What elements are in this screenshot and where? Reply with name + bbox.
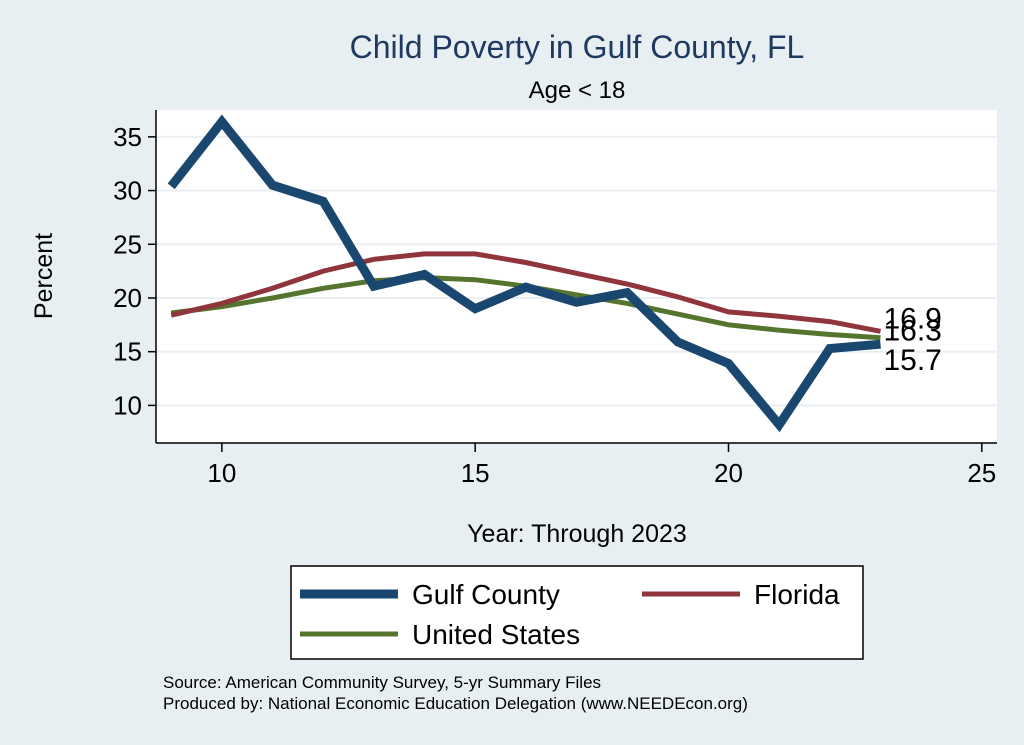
plot-area [156,110,997,443]
end-label-florida: 16.9 [883,302,941,335]
legend-box [290,565,864,660]
produced-note: Produced by: National Economic Education… [163,694,748,713]
legend-label-florida: Florida [754,579,840,610]
legend-label-gulf-county: Gulf County [412,579,560,610]
y-axis-title: Percent [30,233,58,319]
series-line-florida [170,251,881,334]
legend-label-united-states: United States [412,619,580,650]
y-tick-label: 15 [113,337,142,367]
x-axis-title: Year: Through 2023 [467,520,687,548]
end-label-gulf-county: 15.7 [883,344,941,377]
y-tick-label: 35 [113,122,142,152]
series-line-gulf-county [167,114,881,433]
end-label-united-states: 16.3 [883,315,941,348]
legend: Gulf County Florida United States [290,565,864,660]
y-tick-label: 10 [113,390,142,420]
chart-subtitle: Age < 18 [529,77,626,104]
y-tick-label: 20 [113,283,142,313]
y-tick-label: 30 [113,176,142,206]
source-note: Source: American Community Survey, 5-yr … [163,673,601,692]
x-tick-label: 15 [461,458,490,488]
end-labels: 15.7 16.916.3 [883,302,941,377]
axes: 10 15 20 25 30 35 10 15 20 25 [113,110,997,488]
x-tick-label: 10 [207,458,236,488]
x-tick-label: 25 [967,458,996,488]
x-tick-label: 20 [714,458,743,488]
chart-title: Child Poverty in Gulf County, FL [350,29,805,65]
series-lines [167,114,881,433]
y-tick-label: 25 [113,229,142,259]
